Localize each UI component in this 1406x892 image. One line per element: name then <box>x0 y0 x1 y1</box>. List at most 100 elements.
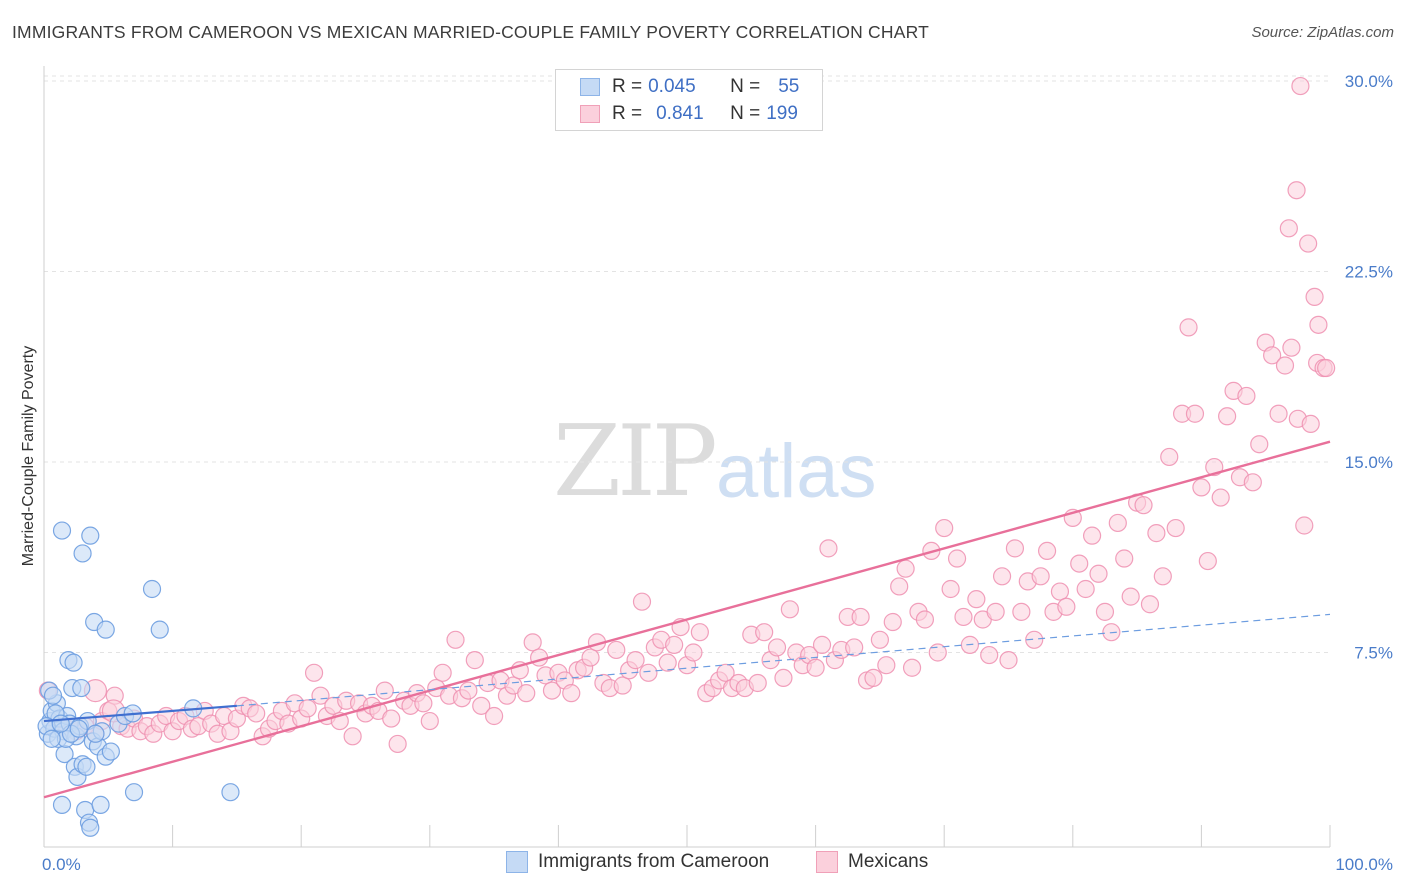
point-mexicans <box>1050 582 1070 601</box>
source-label: Source: ZipAtlas.com <box>1251 24 1394 41</box>
point-cameroon <box>86 724 105 743</box>
legend-swatch-mexicans <box>580 105 600 123</box>
point-mexicans <box>716 663 735 682</box>
point-mexicans <box>472 696 491 715</box>
series-cameroon <box>37 521 240 837</box>
trend-line-cameroon-extension <box>236 613 1331 707</box>
point-cameroon <box>43 686 63 705</box>
point-mexicans <box>935 518 954 538</box>
point-mexicans <box>1299 234 1318 253</box>
y-tick-label: 7.5% <box>1354 644 1393 663</box>
legend-r-value: 0.841 <box>656 103 704 124</box>
point-mexicans <box>665 635 684 654</box>
point-cameroon <box>221 783 240 802</box>
trend-line-mexicans <box>43 440 1331 799</box>
point-cameroon <box>73 544 92 563</box>
legend-n-value: 199 <box>766 103 798 124</box>
chart-title: IMMIGRANTS FROM CAMEROON VS MEXICAN MARR… <box>12 22 929 42</box>
point-mexicans <box>523 633 542 652</box>
point-mexicans <box>774 668 793 688</box>
point-mexicans <box>1025 630 1044 649</box>
point-mexicans <box>986 602 1005 621</box>
point-mexicans <box>845 638 864 657</box>
point-cameroon <box>101 742 120 761</box>
point-mexicans <box>954 607 973 627</box>
point-mexicans <box>690 623 709 642</box>
grid-lines <box>44 75 1330 653</box>
point-mexicans <box>1185 404 1205 423</box>
point-cameroon <box>51 714 70 733</box>
series-mexicans <box>38 76 1336 754</box>
point-cameroon <box>69 719 88 738</box>
point-mexicans <box>864 668 883 688</box>
point-mexicans <box>896 559 915 578</box>
point-mexicans <box>1237 386 1256 406</box>
point-mexicans <box>639 663 658 682</box>
bottom-legend-mexicans: Mexicans <box>816 851 928 873</box>
point-mexicans <box>1269 404 1288 423</box>
point-mexicans <box>1263 346 1282 365</box>
point-mexicans <box>1140 595 1160 614</box>
point-mexicans <box>1218 407 1237 426</box>
point-mexicans <box>414 694 433 713</box>
point-mexicans <box>632 592 652 611</box>
point-mexicans <box>999 651 1018 670</box>
point-mexicans <box>542 681 562 700</box>
point-mexicans <box>980 645 999 665</box>
legend-n-label: N = <box>730 76 761 97</box>
point-cameroon <box>124 783 144 802</box>
point-mexicans <box>465 651 484 670</box>
point-mexicans <box>1243 473 1262 492</box>
point-mexicans <box>1309 315 1328 334</box>
tick-labels: 7.5% 15.0% 22.5% 30.0% 0.0% 100.0% <box>42 72 1393 874</box>
point-mexicans <box>1070 554 1089 573</box>
point-mexicans <box>298 699 317 718</box>
point-mexicans <box>1301 414 1320 433</box>
legend-n-label: N = <box>730 103 761 124</box>
point-mexicans <box>1005 539 1025 558</box>
point-cameroon <box>96 620 115 639</box>
x-tick-label: 0.0% <box>42 855 81 874</box>
point-mexicans <box>247 704 266 723</box>
point-mexicans <box>1250 435 1269 454</box>
point-mexicans <box>992 567 1012 586</box>
point-mexicans <box>755 623 774 642</box>
point-mexicans <box>1121 587 1140 606</box>
point-mexicans <box>767 638 787 657</box>
point-mexicans <box>613 676 632 695</box>
legend-row-cameroon: R = 0.045 N = 55 <box>580 75 799 99</box>
point-cameroon <box>64 653 83 672</box>
point-cameroon <box>91 795 110 815</box>
point-mexicans <box>562 684 581 703</box>
point-mexicans <box>1179 318 1198 337</box>
legend-n-value: 55 <box>778 76 800 97</box>
legend-row-mexicans: R = 0.841 N = 199 <box>580 102 798 126</box>
point-mexicans <box>883 612 902 632</box>
bottom-legend-swatch-cameroon <box>506 851 528 873</box>
legend-r-label: R = <box>612 76 643 97</box>
point-mexicans <box>1147 524 1166 543</box>
point-mexicans <box>1012 602 1031 621</box>
point-cameroon <box>81 818 100 837</box>
point-cameroon <box>72 678 91 698</box>
legend-r-label: R = <box>612 103 643 124</box>
point-cameroon <box>52 795 72 815</box>
point-mexicans <box>1153 567 1172 586</box>
point-mexicans <box>1287 181 1306 200</box>
y-tick-label: 22.5% <box>1345 263 1393 282</box>
point-cameroon <box>142 579 162 599</box>
bottom-legend-swatch-mexicans <box>816 851 838 873</box>
point-mexicans <box>1115 549 1134 568</box>
bottom-legend-label-cameroon: Immigrants from Cameroon <box>538 851 770 872</box>
point-mexicans <box>928 643 947 662</box>
point-mexicans <box>851 607 870 627</box>
bottom-legend: Immigrants from Cameroon Mexicans <box>0 851 1406 879</box>
point-mexicans <box>1211 488 1230 507</box>
point-cameroon <box>52 521 72 540</box>
point-mexicans <box>343 727 362 746</box>
point-mexicans <box>967 590 986 609</box>
point-mexicans <box>870 630 890 649</box>
trend-line-cameroon <box>43 704 237 723</box>
point-mexicans <box>1192 478 1211 497</box>
